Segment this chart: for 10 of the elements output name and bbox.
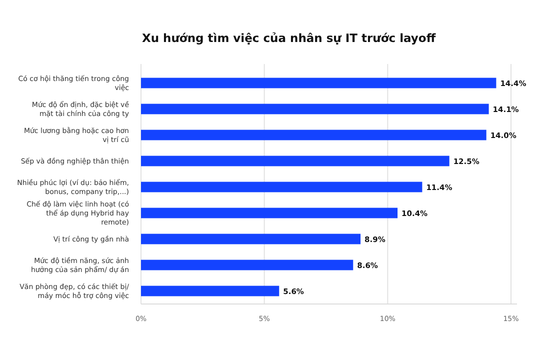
bar xyxy=(141,104,489,114)
bar xyxy=(141,260,354,270)
bar xyxy=(141,156,450,166)
bar xyxy=(141,208,398,218)
bar xyxy=(141,130,486,140)
bar xyxy=(141,182,422,192)
chart-title: Xu hướng tìm việc của nhân sự IT trước layoff xyxy=(142,31,436,45)
bar xyxy=(141,234,361,244)
bar xyxy=(141,286,280,296)
bar xyxy=(141,78,496,88)
